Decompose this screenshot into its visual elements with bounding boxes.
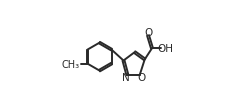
Text: O: O [137,73,145,83]
Text: O: O [144,28,152,38]
Text: OH: OH [157,44,173,54]
Text: N: N [122,73,130,83]
Text: CH₃: CH₃ [61,59,79,69]
